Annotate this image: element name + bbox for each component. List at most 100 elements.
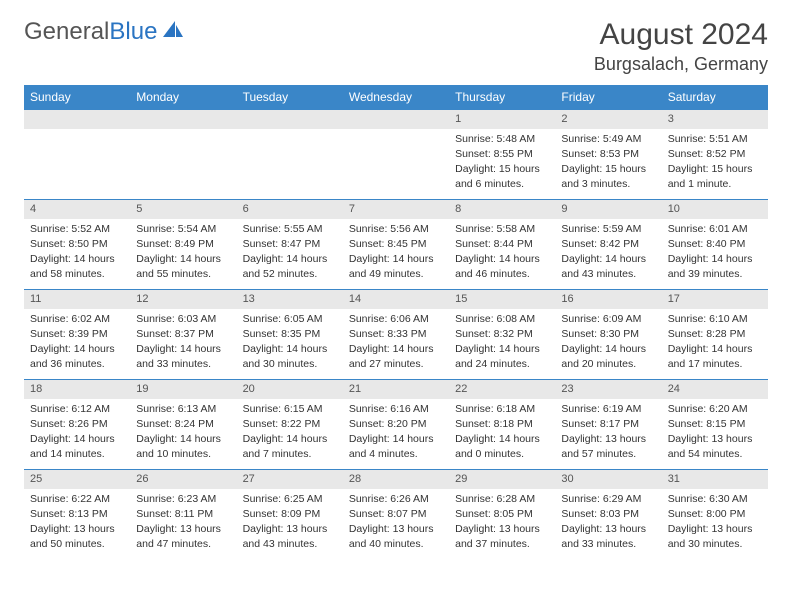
daylight-text: and 39 minutes.: [668, 267, 762, 281]
sunrise-text: Sunrise: 6:25 AM: [243, 492, 337, 506]
sunset-text: Sunset: 8:32 PM: [455, 327, 549, 341]
daylight-text: Daylight: 14 hours: [30, 342, 124, 356]
sunrise-text: Sunrise: 6:09 AM: [561, 312, 655, 326]
calendar-cell: 13Sunrise: 6:05 AMSunset: 8:35 PMDayligh…: [237, 290, 343, 380]
daylight-text: and 37 minutes.: [455, 537, 549, 551]
calendar-table: SundayMondayTuesdayWednesdayThursdayFrid…: [24, 85, 768, 560]
day-details: Sunrise: 6:26 AMSunset: 8:07 PMDaylight:…: [343, 489, 449, 557]
daylight-text: and 43 minutes.: [561, 267, 655, 281]
sunrise-text: Sunrise: 5:54 AM: [136, 222, 230, 236]
day-details: Sunrise: 5:56 AMSunset: 8:45 PMDaylight:…: [343, 219, 449, 287]
calendar-cell: 28Sunrise: 6:26 AMSunset: 8:07 PMDayligh…: [343, 470, 449, 560]
daylight-text: Daylight: 13 hours: [455, 522, 549, 536]
day-details: Sunrise: 6:01 AMSunset: 8:40 PMDaylight:…: [662, 219, 768, 287]
daylight-text: Daylight: 14 hours: [455, 432, 549, 446]
daylight-text: Daylight: 14 hours: [349, 432, 443, 446]
daylight-text: and 4 minutes.: [349, 447, 443, 461]
calendar-cell: 20Sunrise: 6:15 AMSunset: 8:22 PMDayligh…: [237, 380, 343, 470]
sunset-text: Sunset: 8:42 PM: [561, 237, 655, 251]
day-header: Wednesday: [343, 85, 449, 110]
daylight-text: Daylight: 13 hours: [561, 432, 655, 446]
sunrise-text: Sunrise: 6:29 AM: [561, 492, 655, 506]
calendar-cell: 10Sunrise: 6:01 AMSunset: 8:40 PMDayligh…: [662, 200, 768, 290]
logo-sail-icon: [161, 18, 185, 46]
sunrise-text: Sunrise: 5:49 AM: [561, 132, 655, 146]
sunset-text: Sunset: 8:47 PM: [243, 237, 337, 251]
sunset-text: Sunset: 8:11 PM: [136, 507, 230, 521]
daylight-text: Daylight: 14 hours: [136, 432, 230, 446]
daylight-text: and 20 minutes.: [561, 357, 655, 371]
daylight-text: and 3 minutes.: [561, 177, 655, 191]
calendar-cell: 21Sunrise: 6:16 AMSunset: 8:20 PMDayligh…: [343, 380, 449, 470]
day-number: 5: [130, 200, 236, 219]
sunrise-text: Sunrise: 6:08 AM: [455, 312, 549, 326]
day-details: Sunrise: 6:12 AMSunset: 8:26 PMDaylight:…: [24, 399, 130, 467]
daylight-text: and 33 minutes.: [561, 537, 655, 551]
day-details: Sunrise: 5:59 AMSunset: 8:42 PMDaylight:…: [555, 219, 661, 287]
daylight-text: and 6 minutes.: [455, 177, 549, 191]
day-details: Sunrise: 6:02 AMSunset: 8:39 PMDaylight:…: [24, 309, 130, 377]
daylight-text: and 43 minutes.: [243, 537, 337, 551]
daylight-text: and 36 minutes.: [30, 357, 124, 371]
daylight-text: Daylight: 14 hours: [668, 342, 762, 356]
day-number: 28: [343, 470, 449, 489]
day-number: 23: [555, 380, 661, 399]
daylight-text: and 30 minutes.: [668, 537, 762, 551]
sunset-text: Sunset: 8:52 PM: [668, 147, 762, 161]
calendar-cell: 7Sunrise: 5:56 AMSunset: 8:45 PMDaylight…: [343, 200, 449, 290]
daylight-text: and 1 minute.: [668, 177, 762, 191]
sunrise-text: Sunrise: 6:13 AM: [136, 402, 230, 416]
daylight-text: and 14 minutes.: [30, 447, 124, 461]
sunrise-text: Sunrise: 6:16 AM: [349, 402, 443, 416]
sunrise-text: Sunrise: 6:20 AM: [668, 402, 762, 416]
sunrise-text: Sunrise: 5:55 AM: [243, 222, 337, 236]
sunset-text: Sunset: 8:17 PM: [561, 417, 655, 431]
calendar-cell: 27Sunrise: 6:25 AMSunset: 8:09 PMDayligh…: [237, 470, 343, 560]
sunrise-text: Sunrise: 5:59 AM: [561, 222, 655, 236]
sunset-text: Sunset: 8:50 PM: [30, 237, 124, 251]
daylight-text: and 0 minutes.: [455, 447, 549, 461]
calendar-cell: 8Sunrise: 5:58 AMSunset: 8:44 PMDaylight…: [449, 200, 555, 290]
day-details: Sunrise: 6:19 AMSunset: 8:17 PMDaylight:…: [555, 399, 661, 467]
day-header: Sunday: [24, 85, 130, 110]
sunrise-text: Sunrise: 6:26 AM: [349, 492, 443, 506]
calendar-cell: 31Sunrise: 6:30 AMSunset: 8:00 PMDayligh…: [662, 470, 768, 560]
sunset-text: Sunset: 8:49 PM: [136, 237, 230, 251]
daylight-text: Daylight: 13 hours: [136, 522, 230, 536]
daylight-text: Daylight: 15 hours: [561, 162, 655, 176]
logo-text-1: General: [24, 18, 109, 46]
calendar-cell: 3Sunrise: 5:51 AMSunset: 8:52 PMDaylight…: [662, 110, 768, 200]
daylight-text: Daylight: 14 hours: [243, 432, 337, 446]
day-number: 22: [449, 380, 555, 399]
day-details: Sunrise: 6:30 AMSunset: 8:00 PMDaylight:…: [662, 489, 768, 557]
month-title: August 2024: [594, 18, 768, 52]
day-details: Sunrise: 6:10 AMSunset: 8:28 PMDaylight:…: [662, 309, 768, 377]
daylight-text: Daylight: 14 hours: [668, 252, 762, 266]
sunset-text: Sunset: 8:09 PM: [243, 507, 337, 521]
daylight-text: Daylight: 14 hours: [243, 342, 337, 356]
day-number: 4: [24, 200, 130, 219]
day-details: Sunrise: 6:13 AMSunset: 8:24 PMDaylight:…: [130, 399, 236, 467]
sunset-text: Sunset: 8:28 PM: [668, 327, 762, 341]
sunrise-text: Sunrise: 6:23 AM: [136, 492, 230, 506]
day-details: Sunrise: 6:16 AMSunset: 8:20 PMDaylight:…: [343, 399, 449, 467]
day-details: Sunrise: 5:55 AMSunset: 8:47 PMDaylight:…: [237, 219, 343, 287]
day-number: 20: [237, 380, 343, 399]
sunset-text: Sunset: 8:39 PM: [30, 327, 124, 341]
sunrise-text: Sunrise: 5:52 AM: [30, 222, 124, 236]
calendar-week-row: 11Sunrise: 6:02 AMSunset: 8:39 PMDayligh…: [24, 290, 768, 380]
calendar-cell: 9Sunrise: 5:59 AMSunset: 8:42 PMDaylight…: [555, 200, 661, 290]
sunrise-text: Sunrise: 5:58 AM: [455, 222, 549, 236]
sunrise-text: Sunrise: 6:22 AM: [30, 492, 124, 506]
day-details: Sunrise: 6:09 AMSunset: 8:30 PMDaylight:…: [555, 309, 661, 377]
calendar-cell: [130, 110, 236, 200]
day-number: 21: [343, 380, 449, 399]
sunset-text: Sunset: 8:20 PM: [349, 417, 443, 431]
daylight-text: and 24 minutes.: [455, 357, 549, 371]
day-number: 25: [24, 470, 130, 489]
location: Burgsalach, Germany: [594, 54, 768, 75]
sunset-text: Sunset: 8:55 PM: [455, 147, 549, 161]
day-number: 19: [130, 380, 236, 399]
day-details: Sunrise: 6:08 AMSunset: 8:32 PMDaylight:…: [449, 309, 555, 377]
sunset-text: Sunset: 8:05 PM: [455, 507, 549, 521]
